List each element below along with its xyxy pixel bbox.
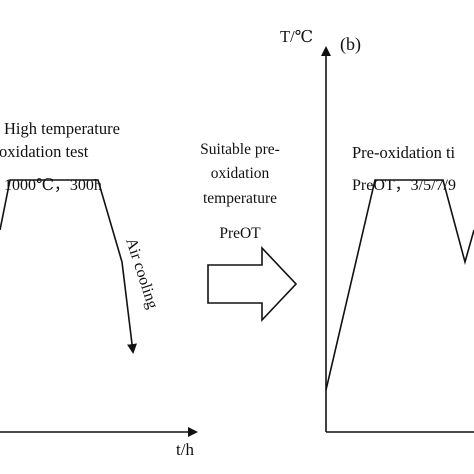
middle-text-line3: temperature xyxy=(203,190,277,207)
right-y-axis-label: T/℃ xyxy=(280,27,313,46)
right-condition-label: PreOT，3/5/7/9 xyxy=(352,177,456,194)
middle-text-line1: Suitable pre- xyxy=(200,141,280,158)
right-temperature-profile xyxy=(325,179,474,391)
left-panel: t/h High temperature oxidation test 1000… xyxy=(0,119,198,459)
left-temperature-profile xyxy=(0,179,123,263)
left-x-axis-label: t/h xyxy=(176,440,194,459)
block-arrow-right xyxy=(207,245,298,323)
left-title-line2: oxidation test xyxy=(0,142,89,161)
air-cooling-arrow xyxy=(121,261,137,354)
right-title-label: Pre-oxidation ti xyxy=(352,143,456,162)
left-title-line1: High temperature xyxy=(4,119,120,138)
middle-transition: Suitable pre- oxidation temperature PreO… xyxy=(200,141,298,323)
middle-text-line2: oxidation xyxy=(211,165,270,182)
right-panel-label: (b) xyxy=(340,34,361,55)
left-condition-label: 1000℃，300h xyxy=(4,177,102,194)
middle-text-line4: PreOT xyxy=(219,225,261,242)
right-panel: T/℃ (b) Pre-oxidation ti PreOT，3/5/7/9 xyxy=(280,27,474,433)
air-cooling-label: Air cooling xyxy=(122,236,161,311)
